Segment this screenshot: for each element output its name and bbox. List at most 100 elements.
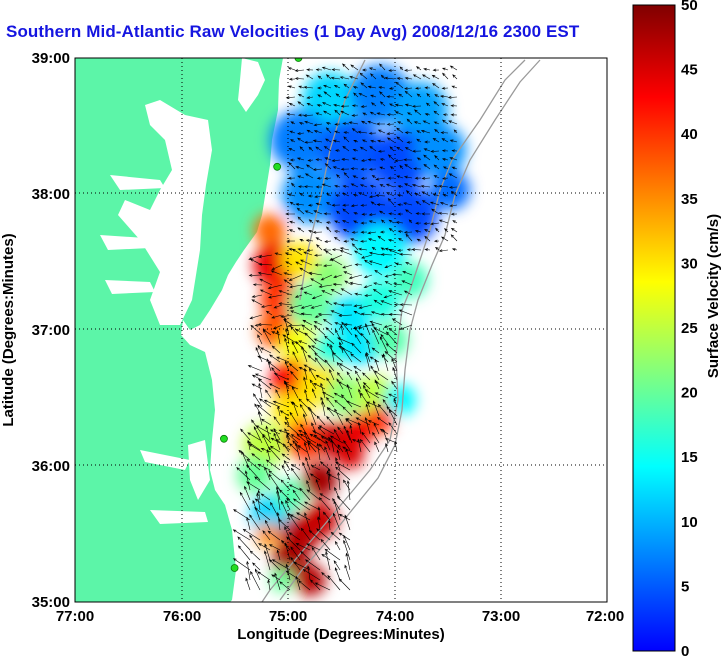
velocity-arrow [299,146,305,152]
velocity-arrow [236,466,251,481]
velocity-arrow [287,512,301,531]
velocity-arrow [399,252,413,256]
velocity-arrow [299,433,317,444]
velocity-arrow [394,103,404,107]
velocity-arrow [359,438,371,453]
velocity-arrow [384,274,393,278]
velocity-arrow [303,251,313,256]
velocity-arrows [232,63,458,591]
velocity-arrow [287,324,303,328]
velocity-arrow [313,210,323,215]
velocity-arrow [351,230,359,234]
velocity-arrow [299,239,305,242]
velocity-arrow [316,104,323,107]
velocity-arrow [247,432,261,441]
velocity-arrow [269,354,281,363]
velocity-arrow [296,512,311,521]
velocity-arrow [379,230,386,234]
velocity-arrow [393,398,398,408]
velocity-arrow [314,582,331,591]
velocity-arrow [325,74,332,80]
velocity-arrow [434,246,440,251]
velocity-arrow [414,229,422,233]
velocity-arrow [325,300,333,306]
velocity-arrow [338,578,351,591]
velocity-arrow [329,343,335,363]
velocity-arrow [382,398,389,408]
velocity-arrow [326,407,344,417]
velocity-arrow [334,220,341,224]
velocity-arrow [368,251,383,256]
velocity-arrow [305,239,314,242]
velocity-arrow [411,104,422,108]
velocity-arrow [363,259,373,266]
velocity-arrow [413,167,422,171]
velocity-arrow [411,184,422,188]
velocity-arrow [273,373,290,381]
velocity-arrow [246,481,261,491]
velocity-arrow [292,498,311,511]
velocity-arrow [348,274,363,279]
velocity-arrow [291,386,299,399]
velocity-arrow [333,236,341,242]
velocity-arrow [370,311,383,316]
velocity-arrow [257,378,272,390]
velocity-arrow [295,442,301,461]
velocity-arrow [348,121,359,125]
velocity-arrow [317,86,322,90]
velocity-arrow [398,93,404,98]
velocity-arrow [292,489,301,501]
velocity-arrow [380,253,393,256]
velocity-arrow [338,314,353,317]
velocity-arrow [360,230,368,234]
velocity-arrow [364,389,380,399]
velocity-arrow [322,511,331,521]
velocity-arrow [352,194,359,197]
velocity-arrow [377,149,386,153]
velocity-arrow [289,130,296,134]
velocity-arrow [265,459,281,471]
velocity-arrow [289,411,299,426]
velocity-arrow [264,519,271,531]
velocity-arrow [321,290,333,296]
velocity-arrow [350,167,359,171]
velocity-cell [392,82,448,138]
velocity-arrow [450,227,458,233]
plot-frame [74,57,608,603]
velocity-arrow [363,274,373,278]
velocity-arrow [441,103,449,107]
velocity-arrow [334,109,341,116]
velocity-arrow [398,309,413,316]
velocity-arrow [397,185,404,188]
velocity-arrow [287,176,296,180]
velocity-arrow [343,95,350,99]
velocity-arrow [450,234,458,242]
velocity-arrow [354,333,362,345]
velocity-arrow [345,448,351,461]
velocity-arrow [375,194,386,197]
velocity-arrow [309,379,317,390]
velocity-cell [325,375,365,415]
velocity-arrow [430,149,440,153]
velocity-arrow [316,244,323,251]
velocity-arrow [379,184,386,188]
velocity-arrow [304,559,321,571]
velocity-arrow [297,132,305,135]
velocity-arrow [296,207,305,215]
velocity-arrow [367,238,377,242]
velocity-arrow [295,543,311,551]
velocity-arrow [354,263,363,267]
velocity-arrow [332,166,341,170]
velocity-arrow [318,284,333,288]
velocity-arrow [290,121,296,125]
velocity-arrow [343,539,351,561]
velocity-arrow [379,158,386,161]
velocity-arrow [279,581,291,591]
velocity-arrow [343,239,350,243]
velocity-arrow [335,329,344,345]
velocity-arrow [366,339,371,354]
velocity-arrow [300,423,311,441]
velocity-arrow [247,441,261,451]
velocity-arrow [394,440,398,453]
velocity-arrow [317,506,321,521]
